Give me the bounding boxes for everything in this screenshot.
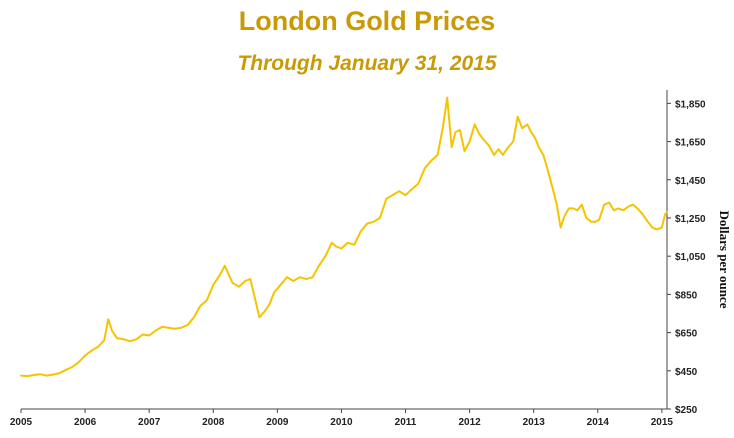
y-tick-label: $1,050 [675, 252, 706, 263]
y-axis-title: Dollars per ounce [717, 211, 732, 309]
x-tick-label: 2012 [458, 417, 481, 428]
x-tick-label: 2007 [138, 417, 161, 428]
y-tick-label: $1,650 [675, 138, 706, 149]
y-tick-label: $650 [675, 329, 698, 340]
x-tick-label: 2009 [266, 417, 289, 428]
y-tick-label: $1,250 [675, 214, 706, 225]
gold-price-line [20, 96, 668, 378]
x-ticks: 2005 2006 2007 2008 2009 2010 2011 2012 2013 2014… [10, 409, 674, 428]
y-ticks: $250 $450 $650 $850 $1,050 $1,250 $1,450 $1,650… [667, 99, 706, 416]
y-tick-label: $1,450 [675, 176, 706, 187]
x-tick-label: 2005 [10, 417, 33, 428]
x-tick-label: 2006 [74, 417, 97, 428]
x-tick-label: 2010 [330, 417, 353, 428]
x-tick-label: 2008 [202, 417, 225, 428]
y-tick-label: $850 [675, 290, 698, 301]
x-tick-label: 2015 [651, 417, 674, 428]
x-tick-label: 2013 [523, 417, 546, 428]
x-tick-label: 2014 [587, 417, 610, 428]
chart-subtitle: Through January 31, 2015 [237, 52, 497, 75]
x-tick-label: 2011 [395, 417, 417, 428]
y-tick-label: $1,850 [675, 99, 706, 110]
y-tick-label: $250 [675, 405, 698, 416]
chart-title: London Gold Prices [238, 6, 496, 36]
y-tick-label: $450 [675, 367, 698, 378]
axes-group [21, 90, 668, 410]
